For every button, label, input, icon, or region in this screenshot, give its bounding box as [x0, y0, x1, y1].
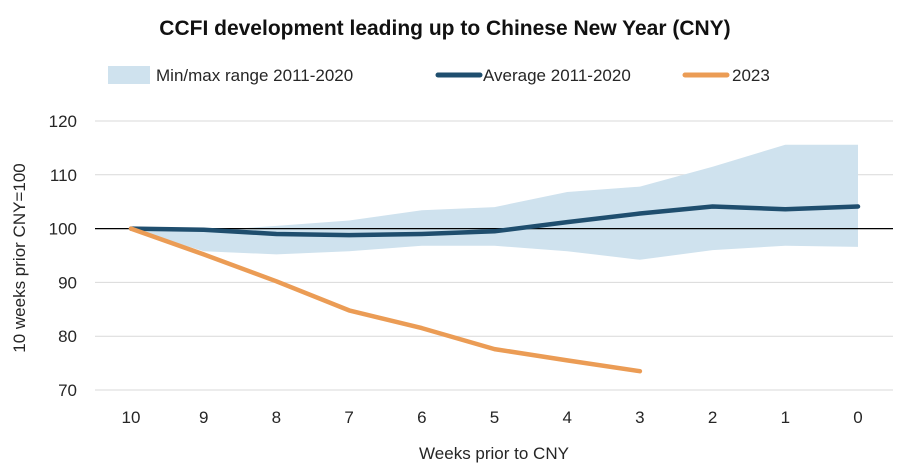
legend-band-swatch — [108, 66, 150, 84]
x-tick-label: 10 — [122, 408, 141, 427]
x-tick-label: 9 — [199, 408, 208, 427]
x-tick-label: 8 — [272, 408, 281, 427]
x-tick-label: 5 — [490, 408, 499, 427]
y-axis-label: 10 weeks prior CNY=100 — [10, 163, 29, 352]
min-max-band — [131, 144, 858, 260]
legend-band-label: Min/max range 2011-2020 — [156, 66, 353, 85]
y-axis-ticks: 70 80 90 100 110 120 — [49, 112, 77, 400]
legend-average-label: Average 2011-2020 — [483, 66, 631, 85]
x-axis-label: Weeks prior to CNY — [419, 444, 569, 463]
y-tick-label: 100 — [49, 220, 77, 239]
x-tick-label: 1 — [781, 408, 790, 427]
x-tick-label: 3 — [635, 408, 644, 427]
y-tick-label: 110 — [50, 166, 77, 185]
y-tick-label: 80 — [58, 327, 77, 346]
series-2023-line — [128, 226, 643, 374]
legend-2023-label: 2023 — [732, 66, 770, 85]
x-tick-label: 2 — [708, 408, 717, 427]
y-tick-label: 120 — [49, 112, 77, 131]
y-tick-label: 90 — [58, 273, 77, 292]
chart-title: CCFI development leading up to Chinese N… — [159, 17, 730, 40]
x-tick-label: 4 — [562, 408, 571, 427]
x-axis-ticks: 10 9 8 7 6 5 4 3 2 1 0 — [122, 408, 863, 427]
y-tick-label: 70 — [58, 381, 77, 400]
average-series-line — [128, 204, 861, 238]
x-tick-label: 7 — [344, 408, 353, 427]
x-tick-label: 0 — [853, 408, 862, 427]
x-tick-label: 6 — [417, 408, 426, 427]
legend: Min/max range 2011-2020 Average 2011-202… — [108, 66, 770, 85]
